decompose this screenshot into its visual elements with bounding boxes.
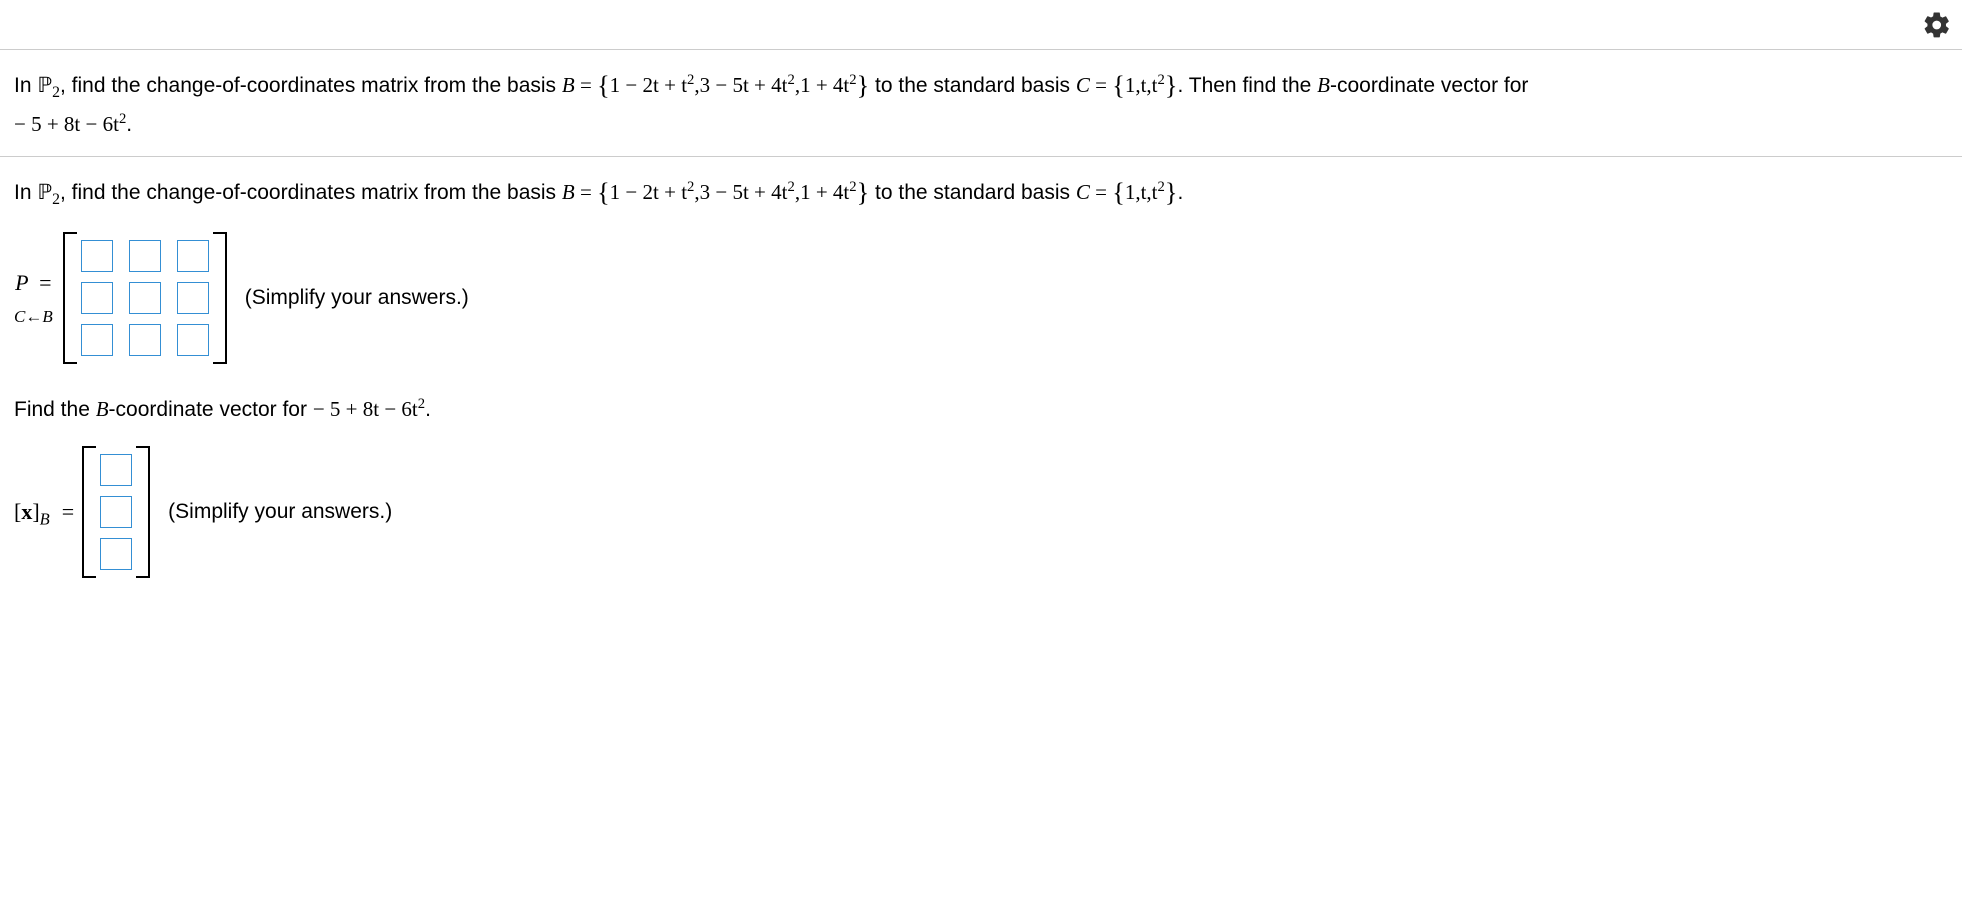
set-close: } bbox=[1165, 71, 1178, 100]
basis-C-label: C bbox=[1076, 73, 1090, 97]
bracket-left bbox=[82, 446, 96, 578]
basis-B-elem1: 1 − 2t + t2,3 − 5t + 4t2,1 + 4t2 bbox=[610, 73, 857, 97]
matrix-P bbox=[63, 232, 227, 364]
bracket-right bbox=[213, 232, 227, 364]
set-open: { bbox=[1112, 71, 1125, 100]
B-italic: B bbox=[1317, 73, 1330, 97]
space-P2: ℙ2 bbox=[37, 73, 60, 97]
bracket-right bbox=[136, 446, 150, 578]
matrix-P-label: P = C←B bbox=[14, 264, 53, 333]
gear-icon[interactable] bbox=[1922, 10, 1952, 40]
vector-xB-label: [x]B bbox=[14, 493, 50, 530]
matrix-P-cell-1-0[interactable] bbox=[81, 282, 113, 314]
basis-C-content: 1,t,t2 bbox=[1125, 73, 1165, 97]
vector-xB-cell-2[interactable] bbox=[100, 538, 132, 570]
bracket-left bbox=[63, 232, 77, 364]
set-open: { bbox=[597, 71, 610, 100]
text: -coordinate vector for bbox=[1330, 74, 1528, 97]
vector-xB-cell-0[interactable] bbox=[100, 454, 132, 486]
part-1: In ℙ2, find the change-of-coordinates ma… bbox=[0, 157, 1962, 601]
matrix-P-cell-0-0[interactable] bbox=[81, 240, 113, 272]
text: to the standard basis bbox=[869, 74, 1076, 97]
matrix-P-row: P = C←B (Simplify your answers.) bbox=[14, 232, 1948, 364]
text: In bbox=[14, 74, 37, 97]
set-close: } bbox=[857, 71, 870, 100]
part1-text: In ℙ2, find the change-of-coordinates ma… bbox=[14, 169, 1948, 214]
top-toolbar bbox=[0, 0, 1962, 50]
basis-B-label: B bbox=[562, 73, 575, 97]
text: . Then find the bbox=[1177, 74, 1317, 97]
vector-xB-row: [x]B = (Simplify your answers.) bbox=[14, 446, 1948, 578]
vector-xB-body bbox=[96, 446, 136, 578]
equals: = bbox=[62, 493, 74, 530]
matrix-P-cell-1-2[interactable] bbox=[177, 282, 209, 314]
period: . bbox=[126, 113, 132, 136]
matrix-P-cell-2-2[interactable] bbox=[177, 324, 209, 356]
equals: = bbox=[1090, 73, 1112, 97]
vector-xB-cell-1[interactable] bbox=[100, 496, 132, 528]
simplify-hint: (Simplify your answers.) bbox=[245, 280, 469, 316]
problem-statement: In ℙ2, find the change-of-coordinates ma… bbox=[0, 50, 1962, 157]
simplify-hint-2: (Simplify your answers.) bbox=[168, 494, 392, 530]
target-polynomial: − 5 + 8t − 6t2 bbox=[14, 112, 126, 136]
matrix-P-cell-2-0[interactable] bbox=[81, 324, 113, 356]
matrix-P-cell-0-1[interactable] bbox=[129, 240, 161, 272]
vector-xB bbox=[82, 446, 150, 578]
equals: = bbox=[575, 73, 597, 97]
matrix-P-cell-0-2[interactable] bbox=[177, 240, 209, 272]
text: , find the change-of-coordinates matrix … bbox=[60, 74, 562, 97]
matrix-P-cell-2-1[interactable] bbox=[129, 324, 161, 356]
part2-text: Find the B-coordinate vector for − 5 + 8… bbox=[14, 392, 1948, 428]
matrix-P-body bbox=[77, 232, 213, 364]
matrix-P-cell-1-1[interactable] bbox=[129, 282, 161, 314]
